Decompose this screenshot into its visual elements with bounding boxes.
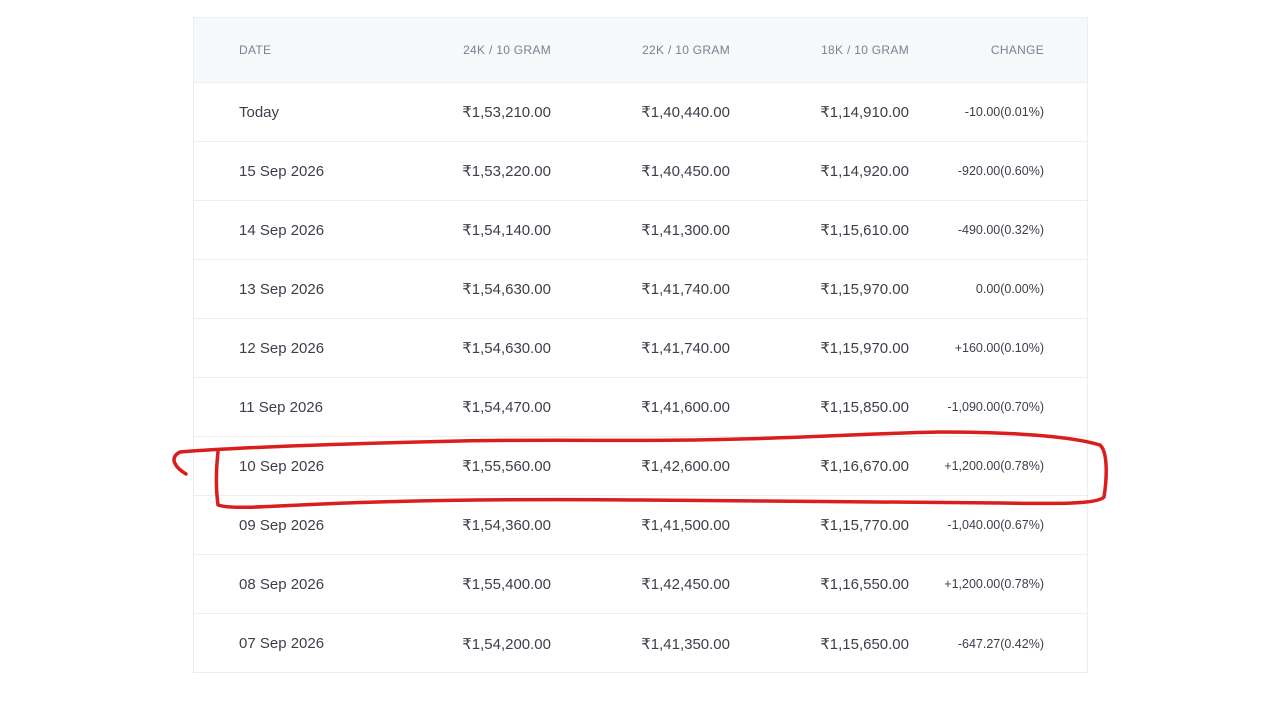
row-22k-price: ₹1,41,350.00 <box>641 635 730 653</box>
table-row-highlighted: 10 Sep 2026 ₹1,55,560.00 ₹1,42,600.00 ₹1… <box>194 437 1087 496</box>
row-change: +1,200.00(0.78%) <box>944 577 1044 591</box>
row-date: 10 Sep 2026 <box>239 457 325 475</box>
table-row: 15 Sep 2026 ₹1,53,220.00 ₹1,40,450.00 ₹1… <box>194 142 1087 201</box>
header-22k: 22K / 10 GRAM <box>642 43 730 57</box>
row-22k-price: ₹1,41,740.00 <box>641 340 730 357</box>
row-24k-price: ₹1,54,630.00 <box>462 340 551 357</box>
header-24k: 24K / 10 GRAM <box>463 43 551 57</box>
row-18k-price: ₹1,14,920.00 <box>820 163 909 180</box>
row-22k-price: ₹1,41,300.00 <box>641 222 730 239</box>
row-24k-price: ₹1,54,140.00 <box>462 222 551 239</box>
row-24k-price: ₹1,54,200.00 <box>462 635 551 653</box>
row-date: 08 Sep 2026 <box>239 575 325 593</box>
row-change: -10.00(0.01%) <box>964 105 1044 119</box>
row-date: 09 Sep 2026 <box>239 516 325 534</box>
row-18k-price: ₹1,15,610.00 <box>820 222 909 239</box>
table-header: DATE 24K / 10 GRAM 22K / 10 GRAM 18K / 1… <box>194 18 1087 83</box>
row-18k-price: ₹1,14,910.00 <box>820 104 909 121</box>
row-22k-price: ₹1,42,450.00 <box>641 576 730 593</box>
table-row: 13 Sep 2026 ₹1,54,630.00 ₹1,41,740.00 ₹1… <box>194 260 1087 319</box>
row-22k-price: ₹1,41,740.00 <box>641 281 730 298</box>
row-change: -490.00(0.32%) <box>957 223 1044 237</box>
row-18k-price: ₹1,16,550.00 <box>820 576 909 593</box>
table-row: 09 Sep 2026 ₹1,54,360.00 ₹1,41,500.00 ₹1… <box>194 496 1087 555</box>
row-24k-price: ₹1,53,210.00 <box>462 104 551 121</box>
header-date: DATE <box>239 43 272 57</box>
header-change: CHANGE <box>990 43 1044 57</box>
row-change: +160.00(0.10%) <box>954 341 1044 355</box>
row-date: 12 Sep 2026 <box>239 339 325 357</box>
table-row: 12 Sep 2026 ₹1,54,630.00 ₹1,41,740.00 ₹1… <box>194 319 1087 378</box>
row-24k-price: ₹1,54,630.00 <box>462 281 551 298</box>
row-change: -1,040.00(0.67%) <box>947 518 1044 532</box>
table-row: Today ₹1,53,210.00 ₹1,40,440.00 ₹1,14,91… <box>194 83 1087 142</box>
table-row: 11 Sep 2026 ₹1,54,470.00 ₹1,41,600.00 ₹1… <box>194 378 1087 437</box>
row-22k-price: ₹1,41,500.00 <box>641 517 730 534</box>
row-24k-price: ₹1,54,470.00 <box>462 399 551 416</box>
row-18k-price: ₹1,16,670.00 <box>820 458 909 475</box>
row-change: -1,090.00(0.70%) <box>947 400 1044 414</box>
row-date: 11 Sep 2026 <box>239 398 323 416</box>
row-22k-price: ₹1,42,600.00 <box>641 458 730 475</box>
row-change: -920.00(0.60%) <box>957 164 1044 178</box>
row-change: 0.00(0.00%) <box>975 282 1044 296</box>
row-change: -647.27(0.42%) <box>957 636 1044 651</box>
gold-rate-history-table: DATE 24K / 10 GRAM 22K / 10 GRAM 18K / 1… <box>193 17 1088 673</box>
row-date: 14 Sep 2026 <box>239 221 325 239</box>
row-18k-price: ₹1,15,650.00 <box>820 635 909 653</box>
row-18k-price: ₹1,15,770.00 <box>820 517 909 534</box>
row-change: +1,200.00(0.78%) <box>944 459 1044 473</box>
table-row: 07 Sep 2026 ₹1,54,200.00 ₹1,41,350.00 ₹1… <box>194 614 1087 673</box>
row-22k-price: ₹1,40,450.00 <box>641 163 730 180</box>
row-24k-price: ₹1,55,560.00 <box>462 458 551 475</box>
header-18k: 18K / 10 GRAM <box>821 43 909 57</box>
row-24k-price: ₹1,55,400.00 <box>462 576 551 593</box>
row-18k-price: ₹1,15,970.00 <box>820 340 909 357</box>
row-date: 07 Sep 2026 <box>239 635 325 652</box>
row-18k-price: ₹1,15,970.00 <box>820 281 909 298</box>
table-row: 14 Sep 2026 ₹1,54,140.00 ₹1,41,300.00 ₹1… <box>194 201 1087 260</box>
row-22k-price: ₹1,41,600.00 <box>641 399 730 416</box>
row-22k-price: ₹1,40,440.00 <box>641 104 730 121</box>
row-24k-price: ₹1,53,220.00 <box>462 163 551 180</box>
row-date: 15 Sep 2026 <box>239 162 325 180</box>
table-row: 08 Sep 2026 ₹1,55,400.00 ₹1,42,450.00 ₹1… <box>194 555 1087 614</box>
row-24k-price: ₹1,54,360.00 <box>462 517 551 534</box>
row-date: 13 Sep 2026 <box>239 280 325 298</box>
row-18k-price: ₹1,15,850.00 <box>820 399 909 416</box>
row-date: Today <box>239 103 280 121</box>
